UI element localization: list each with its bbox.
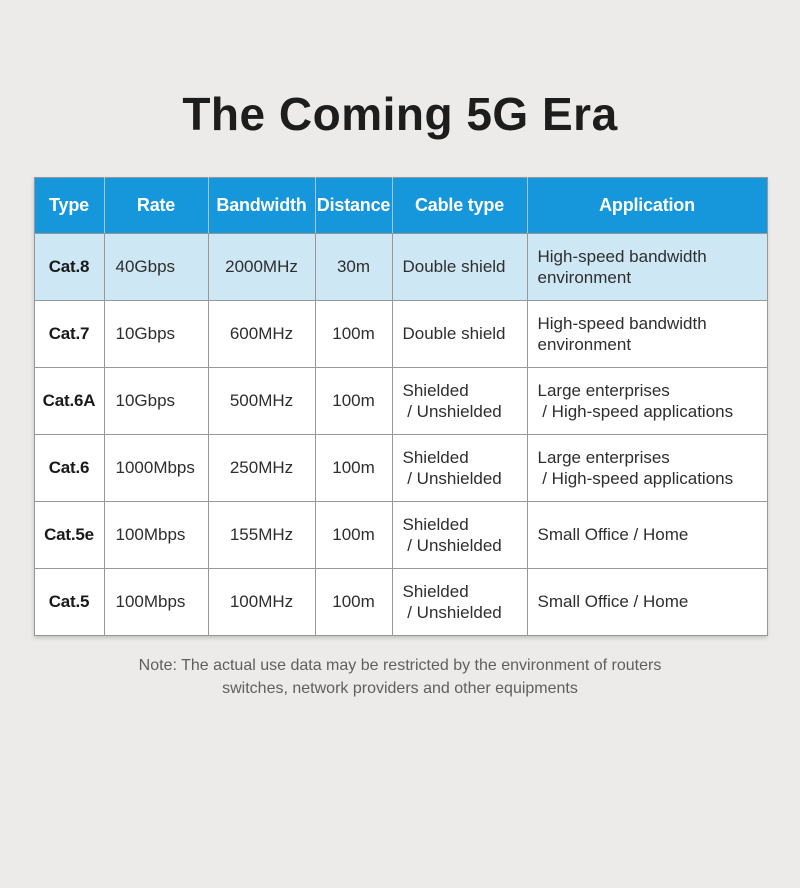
table-cell-bandwidth: 500MHz	[207, 367, 316, 435]
table-cell-application: Large enterprises / High-speed applicati…	[526, 367, 768, 435]
table-cell-application: High-speed bandwidth environment	[526, 233, 768, 301]
table-cell-cable-type: Shielded / Unshielded	[391, 367, 528, 435]
table-cell-application: Small Office / Home	[526, 501, 768, 569]
table-row: Cat.6 1000Mbps 250MHz 100m Shielded / Unshie…	[33, 434, 768, 502]
table-cell-cable-type: Shielded / Unshielded	[391, 434, 528, 502]
table-cell-bandwidth: 600MHz	[207, 300, 316, 368]
table-cell-distance: 100m	[314, 568, 393, 636]
table-cell-rate: 10Gbps	[103, 367, 209, 435]
table-cell-type: Cat.8	[33, 233, 105, 301]
table-cell-type: Cat.5	[33, 568, 105, 636]
table-cell-type: Cat.6A	[33, 367, 105, 435]
column-header-bandwidth: Bandwidth	[207, 177, 316, 234]
table-cell-rate: 40Gbps	[103, 233, 209, 301]
table-cell-distance: 100m	[314, 501, 393, 569]
table-row: Cat.8 40Gbps 2000MHz 30m Double shield High-s…	[33, 233, 768, 301]
table-cell-distance: 100m	[314, 300, 393, 368]
table-cell-cable-type: Double shield	[391, 233, 528, 301]
page-title: The Coming 5G Era	[182, 88, 618, 140]
table-row: Cat.5e 100Mbps 155MHz 100m Shielded / Unshie…	[33, 501, 768, 569]
table-cell-cable-type: Shielded / Unshielded	[391, 568, 528, 636]
table-cell-rate: 10Gbps	[103, 300, 209, 368]
table-cell-rate: 1000Mbps	[103, 434, 209, 502]
spec-table-container: Type Rate Bandwidth Distance Cable type …	[33, 177, 768, 636]
table-cell-rate: 100Mbps	[103, 568, 209, 636]
table-cell-bandwidth: 100MHz	[207, 568, 316, 636]
table-header-row: Type Rate Bandwidth Distance Cable type …	[33, 177, 768, 234]
table-body: Cat.8 40Gbps 2000MHz 30m Double shield High-s…	[33, 233, 768, 636]
column-header-application: Application	[526, 177, 768, 234]
table-cell-type: Cat.5e	[33, 501, 105, 569]
column-header-distance: Distance	[314, 177, 393, 234]
table-cell-rate: 100Mbps	[103, 501, 209, 569]
table-row: Cat.6A 10Gbps 500MHz 100m Shielded / Unshiel…	[33, 367, 768, 435]
table-cell-distance: 100m	[314, 434, 393, 502]
column-header-cable-type: Cable type	[391, 177, 528, 234]
table-cell-cable-type: Shielded / Unshielded	[391, 501, 528, 569]
table-cell-distance: 30m	[314, 233, 393, 301]
column-header-rate: Rate	[103, 177, 209, 234]
table-cell-bandwidth: 2000MHz	[207, 233, 316, 301]
table-cell-type: Cat.6	[33, 434, 105, 502]
table-row: Cat.7 10Gbps 600MHz 100m Double shield High-s…	[33, 300, 768, 368]
table-cell-application: Large enterprises / High-speed applicati…	[526, 434, 768, 502]
table-row: Cat.5 100Mbps 100MHz 100m Shielded / Unshiel…	[33, 568, 768, 636]
cable-spec-table: Type Rate Bandwidth Distance Cable type …	[33, 177, 768, 636]
table-cell-cable-type: Double shield	[391, 300, 528, 368]
table-cell-application: High-speed bandwidth environment	[526, 300, 768, 368]
table-cell-distance: 100m	[314, 367, 393, 435]
table-cell-type: Cat.7	[33, 300, 105, 368]
table-cell-bandwidth: 155MHz	[207, 501, 316, 569]
table-cell-application: Small Office / Home	[526, 568, 768, 636]
footnote: Note: The actual use data may be restric…	[138, 657, 662, 697]
column-header-type: Type	[33, 177, 105, 234]
table-cell-bandwidth: 250MHz	[207, 434, 316, 502]
